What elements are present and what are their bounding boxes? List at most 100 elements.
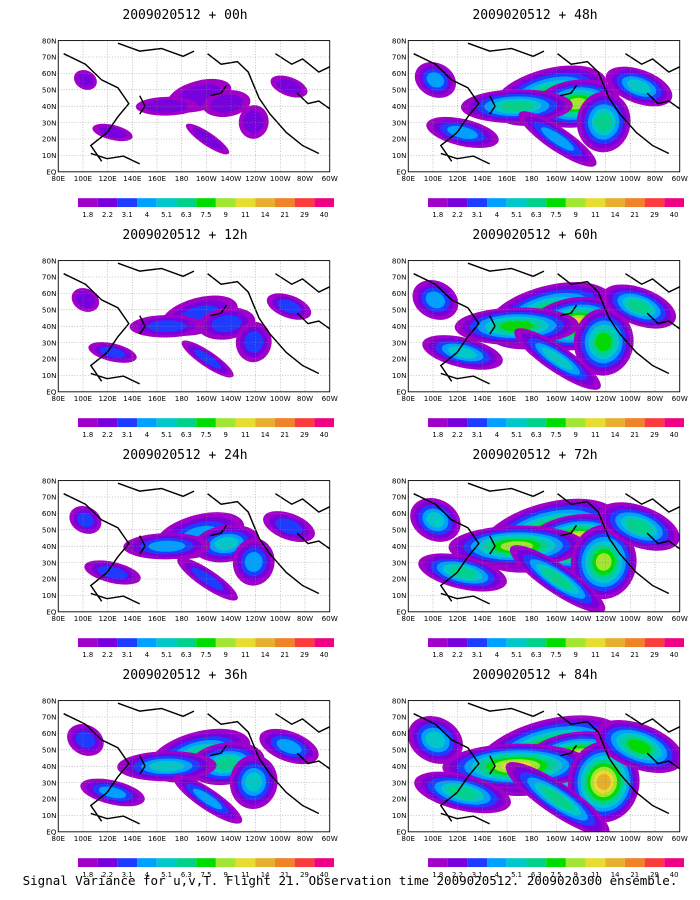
colorbar-label: 2.2 <box>102 871 113 879</box>
lat-tick-label: 10N <box>392 811 407 820</box>
lon-tick-label: 80W <box>297 394 313 403</box>
lat-tick-label: EQ <box>396 168 407 177</box>
contour-blob <box>97 566 128 579</box>
panel-title: 2009020512 + 36h <box>122 668 248 683</box>
lat-tick-label: 50N <box>42 525 57 534</box>
colorbar-label: 2.2 <box>452 651 463 659</box>
coastline <box>467 42 545 58</box>
lat-tick-label: 50N <box>392 85 407 94</box>
colorbar-swatch <box>294 198 315 208</box>
lon-tick-label: 140E <box>473 614 492 623</box>
colorbar-label: 3.1 <box>122 431 133 439</box>
map-panel: 2009020512 + 84h EQ 10N 20N 30N 40N 50N 60N 70N 8… <box>370 668 700 879</box>
colorbar-label: 3.1 <box>472 211 483 219</box>
coastline <box>413 713 480 822</box>
contour-blob <box>595 553 612 571</box>
lon-tick-label: 160W <box>546 394 567 403</box>
coastline <box>210 524 228 537</box>
colorbar-swatch <box>97 198 118 208</box>
lon-tick-label: 100E <box>424 834 443 843</box>
colorbar-label: 40 <box>670 651 679 659</box>
lat-tick-label: 10N <box>42 151 57 160</box>
contour-map: EQ 10N 20N 30N 40N 50N 60N 70N 80N 80E 100E 120E 140… <box>42 696 338 843</box>
colorbar-swatch <box>77 858 98 868</box>
contour-blob <box>244 331 264 353</box>
colorbar-label: 6.3 <box>531 871 542 879</box>
colorbar-label: 9 <box>224 871 228 879</box>
coastline <box>90 152 141 165</box>
contour-blob <box>99 347 126 358</box>
coastline <box>560 524 578 537</box>
colorbar-label: 5.1 <box>511 431 522 439</box>
colorbar-swatch <box>565 418 586 428</box>
coastline <box>296 532 330 550</box>
lat-tick-label: 30N <box>392 118 407 127</box>
colorbar-label: 29 <box>650 651 659 659</box>
colorbar-swatch <box>605 858 625 868</box>
colorbar-label: 5.1 <box>511 871 522 879</box>
coastline <box>275 273 330 293</box>
contour-map: EQ 10N 20N 30N 40N 50N 60N 70N 80N 80E 100E 120E 140… <box>392 696 688 843</box>
colorbar-swatch <box>487 418 507 428</box>
lat-tick-label: 60N <box>392 729 407 738</box>
colorbar-label: 7.5 <box>201 871 212 879</box>
coastline <box>440 372 491 385</box>
lon-tick-label: 80W <box>297 834 313 843</box>
lat-tick-label: 10N <box>42 371 57 380</box>
contour-blob <box>425 731 446 749</box>
lat-tick-label: 80N <box>42 696 57 705</box>
lon-tick-label: 100E <box>424 394 443 403</box>
lon-tick-label: 140W <box>221 834 242 843</box>
coastline <box>625 273 680 293</box>
colorbar-swatch <box>664 198 685 208</box>
lon-tick-label: 160W <box>196 614 217 623</box>
lat-tick-label: 50N <box>42 305 57 314</box>
lon-tick-label: 80E <box>401 614 415 623</box>
colorbar-label: 21 <box>630 211 639 219</box>
colorbar-swatch <box>526 638 547 648</box>
colorbar-swatch <box>644 638 665 648</box>
colorbar-label: 6.3 <box>181 211 192 219</box>
colorbar-label: 7.5 <box>201 431 212 439</box>
contour-blob <box>627 299 651 314</box>
coastline <box>207 493 320 595</box>
lon-tick-label: 100E <box>74 394 93 403</box>
lon-tick-label: 180 <box>525 174 539 183</box>
colorbar-swatch <box>117 198 138 208</box>
coastline <box>440 812 491 825</box>
colorbar-label: 9 <box>224 431 228 439</box>
colorbar-swatch <box>447 418 468 428</box>
lat-tick-label: 60N <box>42 729 57 738</box>
colorbar-swatch <box>467 418 488 428</box>
lat-tick-label: 30N <box>42 558 57 567</box>
colorbar-swatch <box>546 638 566 648</box>
coastline <box>63 713 130 822</box>
contour-blob <box>448 346 477 359</box>
lat-tick-label: 30N <box>42 338 57 347</box>
contour-blob <box>542 348 573 370</box>
contour-map: EQ 10N 20N 30N 40N 50N 60N 70N 80N 80E 100E 120E 140… <box>392 256 688 403</box>
lat-tick-label: 20N <box>42 355 57 364</box>
colorbar-swatch <box>137 858 157 868</box>
lat-tick-label: 20N <box>42 795 57 804</box>
lat-tick-label: 40N <box>42 322 57 331</box>
coastline <box>557 713 670 815</box>
colorbar-label: 29 <box>650 871 659 879</box>
colorbar-label: 3.1 <box>122 211 133 219</box>
colorbar-label: 11 <box>241 431 250 439</box>
coastline <box>90 372 141 385</box>
contour-map: EQ 10N 20N 30N 40N 50N 60N 70N 80N 80E 100E 120E 140… <box>392 476 688 623</box>
colorbar-swatch <box>314 418 335 428</box>
map-panel: 2009020512 + 00h EQ 10N 20N 30N 40N 50N 60N 70N 8… <box>20 8 350 219</box>
lat-tick-label: 20N <box>42 575 57 584</box>
contour-blob <box>425 291 446 309</box>
contour-blob <box>75 731 96 749</box>
colorbar-label: 7.5 <box>201 211 212 219</box>
lon-tick-label: 180 <box>175 614 189 623</box>
lat-tick-label: 80N <box>392 256 407 265</box>
lon-tick-label: 120E <box>98 394 117 403</box>
lon-tick-label: 60W <box>672 614 688 623</box>
lon-tick-label: 160E <box>148 614 167 623</box>
lat-tick-label: 60N <box>392 509 407 518</box>
colorbar-swatch <box>97 638 118 648</box>
